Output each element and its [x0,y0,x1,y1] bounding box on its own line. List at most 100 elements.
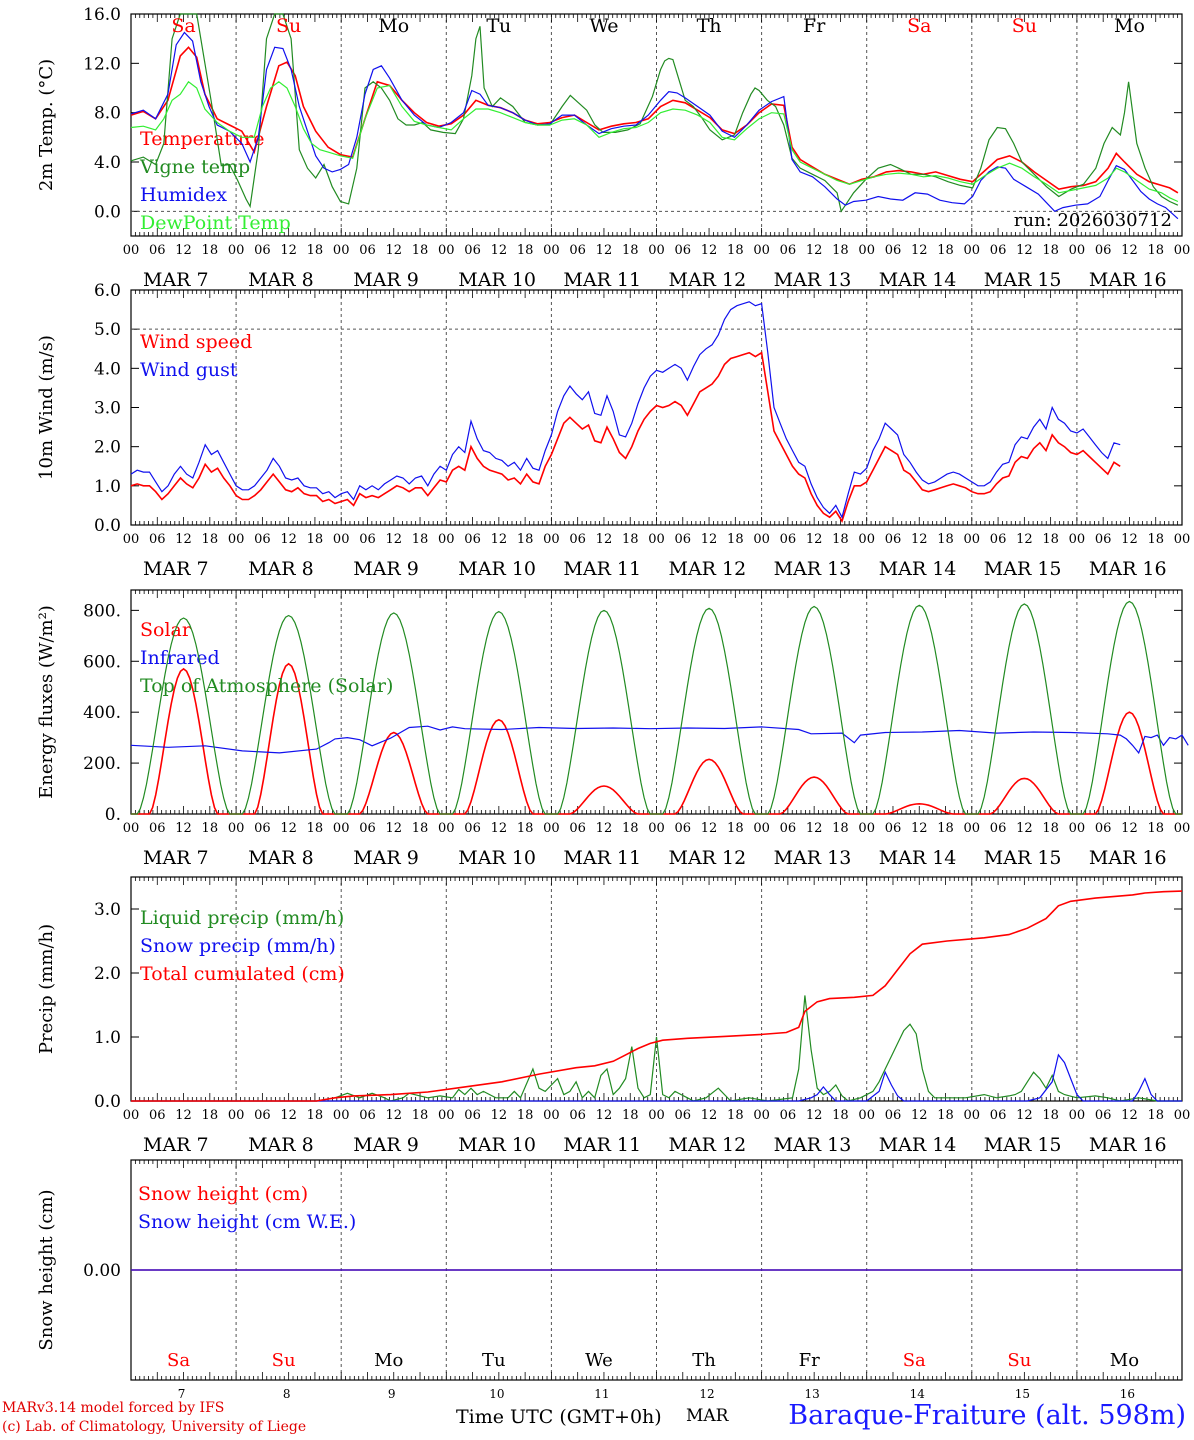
hour-tick-label: 18 [517,1108,534,1123]
weekday-label: Su [272,1350,296,1371]
day-number-label: 14 [910,1387,926,1401]
hour-tick-label: 18 [202,821,219,836]
weekday-label: Mo [374,1350,403,1371]
hour-tick-label: 18 [832,821,849,836]
date-label: MAR 8 [248,558,314,580]
hour-tick-label: 06 [990,1108,1007,1123]
date-label: MAR 11 [563,269,641,291]
hour-tick-label: 12 [1121,1108,1138,1123]
series-line-dewpoint-temp [130,80,1179,203]
hour-tick-label: 12 [911,243,928,258]
hour-tick-label: 00 [1174,532,1191,547]
weekday-label: Th [692,1350,716,1371]
hour-tick-label: 00 [1069,1108,1086,1123]
hour-tick-label: 18 [622,821,639,836]
y-tick-label: 800. [83,601,121,621]
date-label: MAR 7 [143,269,209,291]
y-tick-label: 2.0 [94,438,121,458]
hour-tick-label: 00 [333,1108,350,1123]
hour-tick-label: 00 [1174,1108,1191,1123]
series-line-wind-gust [130,301,1121,519]
hour-tick-label: 18 [937,1108,954,1123]
day-number-label: 10 [489,1387,504,1401]
hour-tick-label: 12 [175,821,192,836]
hour-tick-label: 12 [701,1108,718,1123]
y-axis-label: Energy fluxes (W/m²) [36,605,57,799]
hour-tick-label: 12 [701,532,718,547]
hour-tick-label: 00 [1174,821,1191,836]
weekday-label: Mo [1110,1350,1139,1371]
hour-tick-label: 06 [569,532,586,547]
date-label: MAR 14 [879,847,957,869]
hour-tick-label: 12 [596,1108,613,1123]
hour-tick-label: 00 [753,821,770,836]
hour-tick-label: 06 [1095,1108,1112,1123]
weekday-label: Th [697,15,722,37]
hour-tick-label: 06 [885,243,902,258]
y-tick-label: 0.0 [94,516,121,536]
hour-tick-label: 18 [202,243,219,258]
hour-tick-label: 18 [1147,1108,1164,1123]
hour-tick-label: 00 [1069,532,1086,547]
x-axis-month-label: MAR [686,1406,729,1426]
hour-tick-label: 00 [543,821,560,836]
date-label: MAR 12 [669,1134,747,1156]
hour-tick-label: 18 [202,532,219,547]
hour-tick-label: 18 [412,243,429,258]
date-label: MAR 15 [984,269,1062,291]
legend-wind-gust: Wind gust [140,359,238,381]
date-label: MAR 8 [248,847,314,869]
y-axis-label: 10m Wind (m/s) [36,335,57,480]
station-name: Baraque-Fraiture (alt. 598m) [788,1400,1186,1431]
hour-tick-label: 06 [464,532,481,547]
hour-tick-label: 18 [832,1108,849,1123]
y-tick-label: 3.0 [94,399,121,419]
date-label: MAR 11 [563,847,641,869]
series-line-snow-precip-mm-h- [131,1053,1182,1102]
legend-top-of-atmosphere-solar-: Top of Atmosphere (Solar) [140,675,393,697]
hour-tick-label: 12 [806,243,823,258]
date-label: MAR 7 [143,1134,209,1156]
hour-tick-label: 12 [385,243,402,258]
hour-tick-label: 06 [780,1108,797,1123]
hour-tick-label: 12 [1016,243,1033,258]
hour-tick-label: 06 [1095,243,1112,258]
hour-tick-label: 06 [149,532,166,547]
y-tick-label: 600. [83,652,121,672]
weekday-label: Tu [486,15,511,37]
hour-tick-label: 12 [911,821,928,836]
hour-tick-label: 18 [1042,821,1059,836]
date-label: MAR 10 [458,1134,536,1156]
hour-tick-label: 00 [648,1108,665,1123]
hour-tick-label: 06 [149,821,166,836]
y-tick-label: 0.0 [94,202,121,222]
hour-tick-label: 12 [1016,1108,1033,1123]
hour-tick-label: 06 [885,1108,902,1123]
series-line-temperature [130,46,1179,194]
hour-tick-label: 00 [858,1108,875,1123]
y-tick-label: 0.0 [94,1092,121,1112]
legend-temperature: Temperature [140,128,264,150]
hour-tick-label: 00 [648,821,665,836]
hour-tick-label: 12 [1016,821,1033,836]
hour-tick-label: 18 [517,243,534,258]
hour-tick-label: 00 [123,243,140,258]
weekday-label: Fr [803,15,826,37]
hour-tick-label: 00 [1069,821,1086,836]
hour-tick-label: 00 [543,243,560,258]
hour-tick-label: 00 [123,821,140,836]
hour-tick-label: 06 [675,821,692,836]
panel-snow: 0.00 Snow height (cm) Snow height (cm) Snow… [36,1159,1183,1401]
legend-humidex: Humidex [140,184,227,206]
series-line-liquid-precip-mm-h- [131,995,1182,1102]
hour-tick-label: 00 [964,532,981,547]
panel-wind: 0.0 1.0 2.0 3.0 4.0 5.0 6.0 10m Wind (m/s) Wind … [36,281,1190,580]
hour-tick-label: 12 [596,821,613,836]
weekday-label: Tu [482,1350,506,1371]
hour-tick-label: 18 [1042,1108,1059,1123]
hour-tick-label: 18 [727,821,744,836]
hour-tick-label: 12 [280,532,297,547]
y-tick-label: 16.0 [83,5,121,25]
hour-tick-label: 06 [780,532,797,547]
